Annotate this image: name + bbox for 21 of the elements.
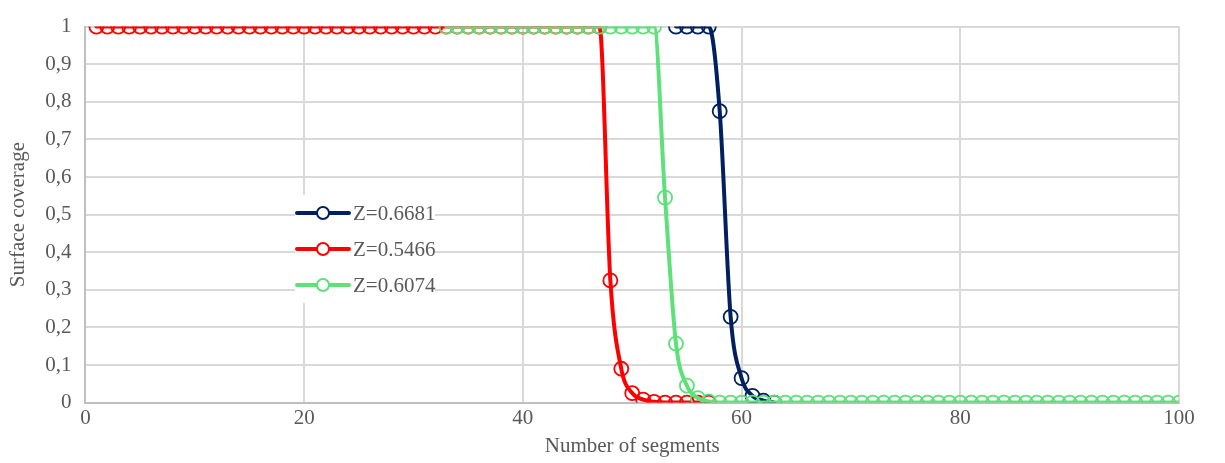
y-tick-label: 0,6: [45, 163, 72, 188]
x-tick-label: 100: [1163, 404, 1195, 429]
legend-label: Z=0.6681: [353, 200, 436, 226]
legend-label: Z=0.5466: [353, 236, 436, 262]
y-tick-label: 0,9: [45, 50, 72, 75]
y-tick-label: 1: [60, 13, 72, 38]
x-tick-label: 20: [293, 404, 315, 429]
legend-label: Z=0.6074: [353, 272, 436, 298]
y-tick-label: 0,1: [45, 351, 72, 376]
y-tick-label: 0,7: [45, 125, 72, 150]
x-axis-title: Number of segments: [544, 432, 720, 457]
y-tick-label: 0,3: [45, 276, 72, 301]
y-axis-title: Surface coverage: [5, 142, 30, 288]
x-tick-label: 60: [731, 404, 753, 429]
y-tick-label: 0,2: [45, 313, 72, 338]
x-tick-label: 40: [512, 404, 534, 429]
y-tick-label: 0,8: [45, 88, 72, 113]
x-tick-label: 80: [949, 404, 971, 429]
x-tick-label: 0: [80, 404, 91, 429]
y-tick-label: 0,4: [45, 238, 72, 263]
y-tick-label: 0,5: [45, 201, 72, 226]
